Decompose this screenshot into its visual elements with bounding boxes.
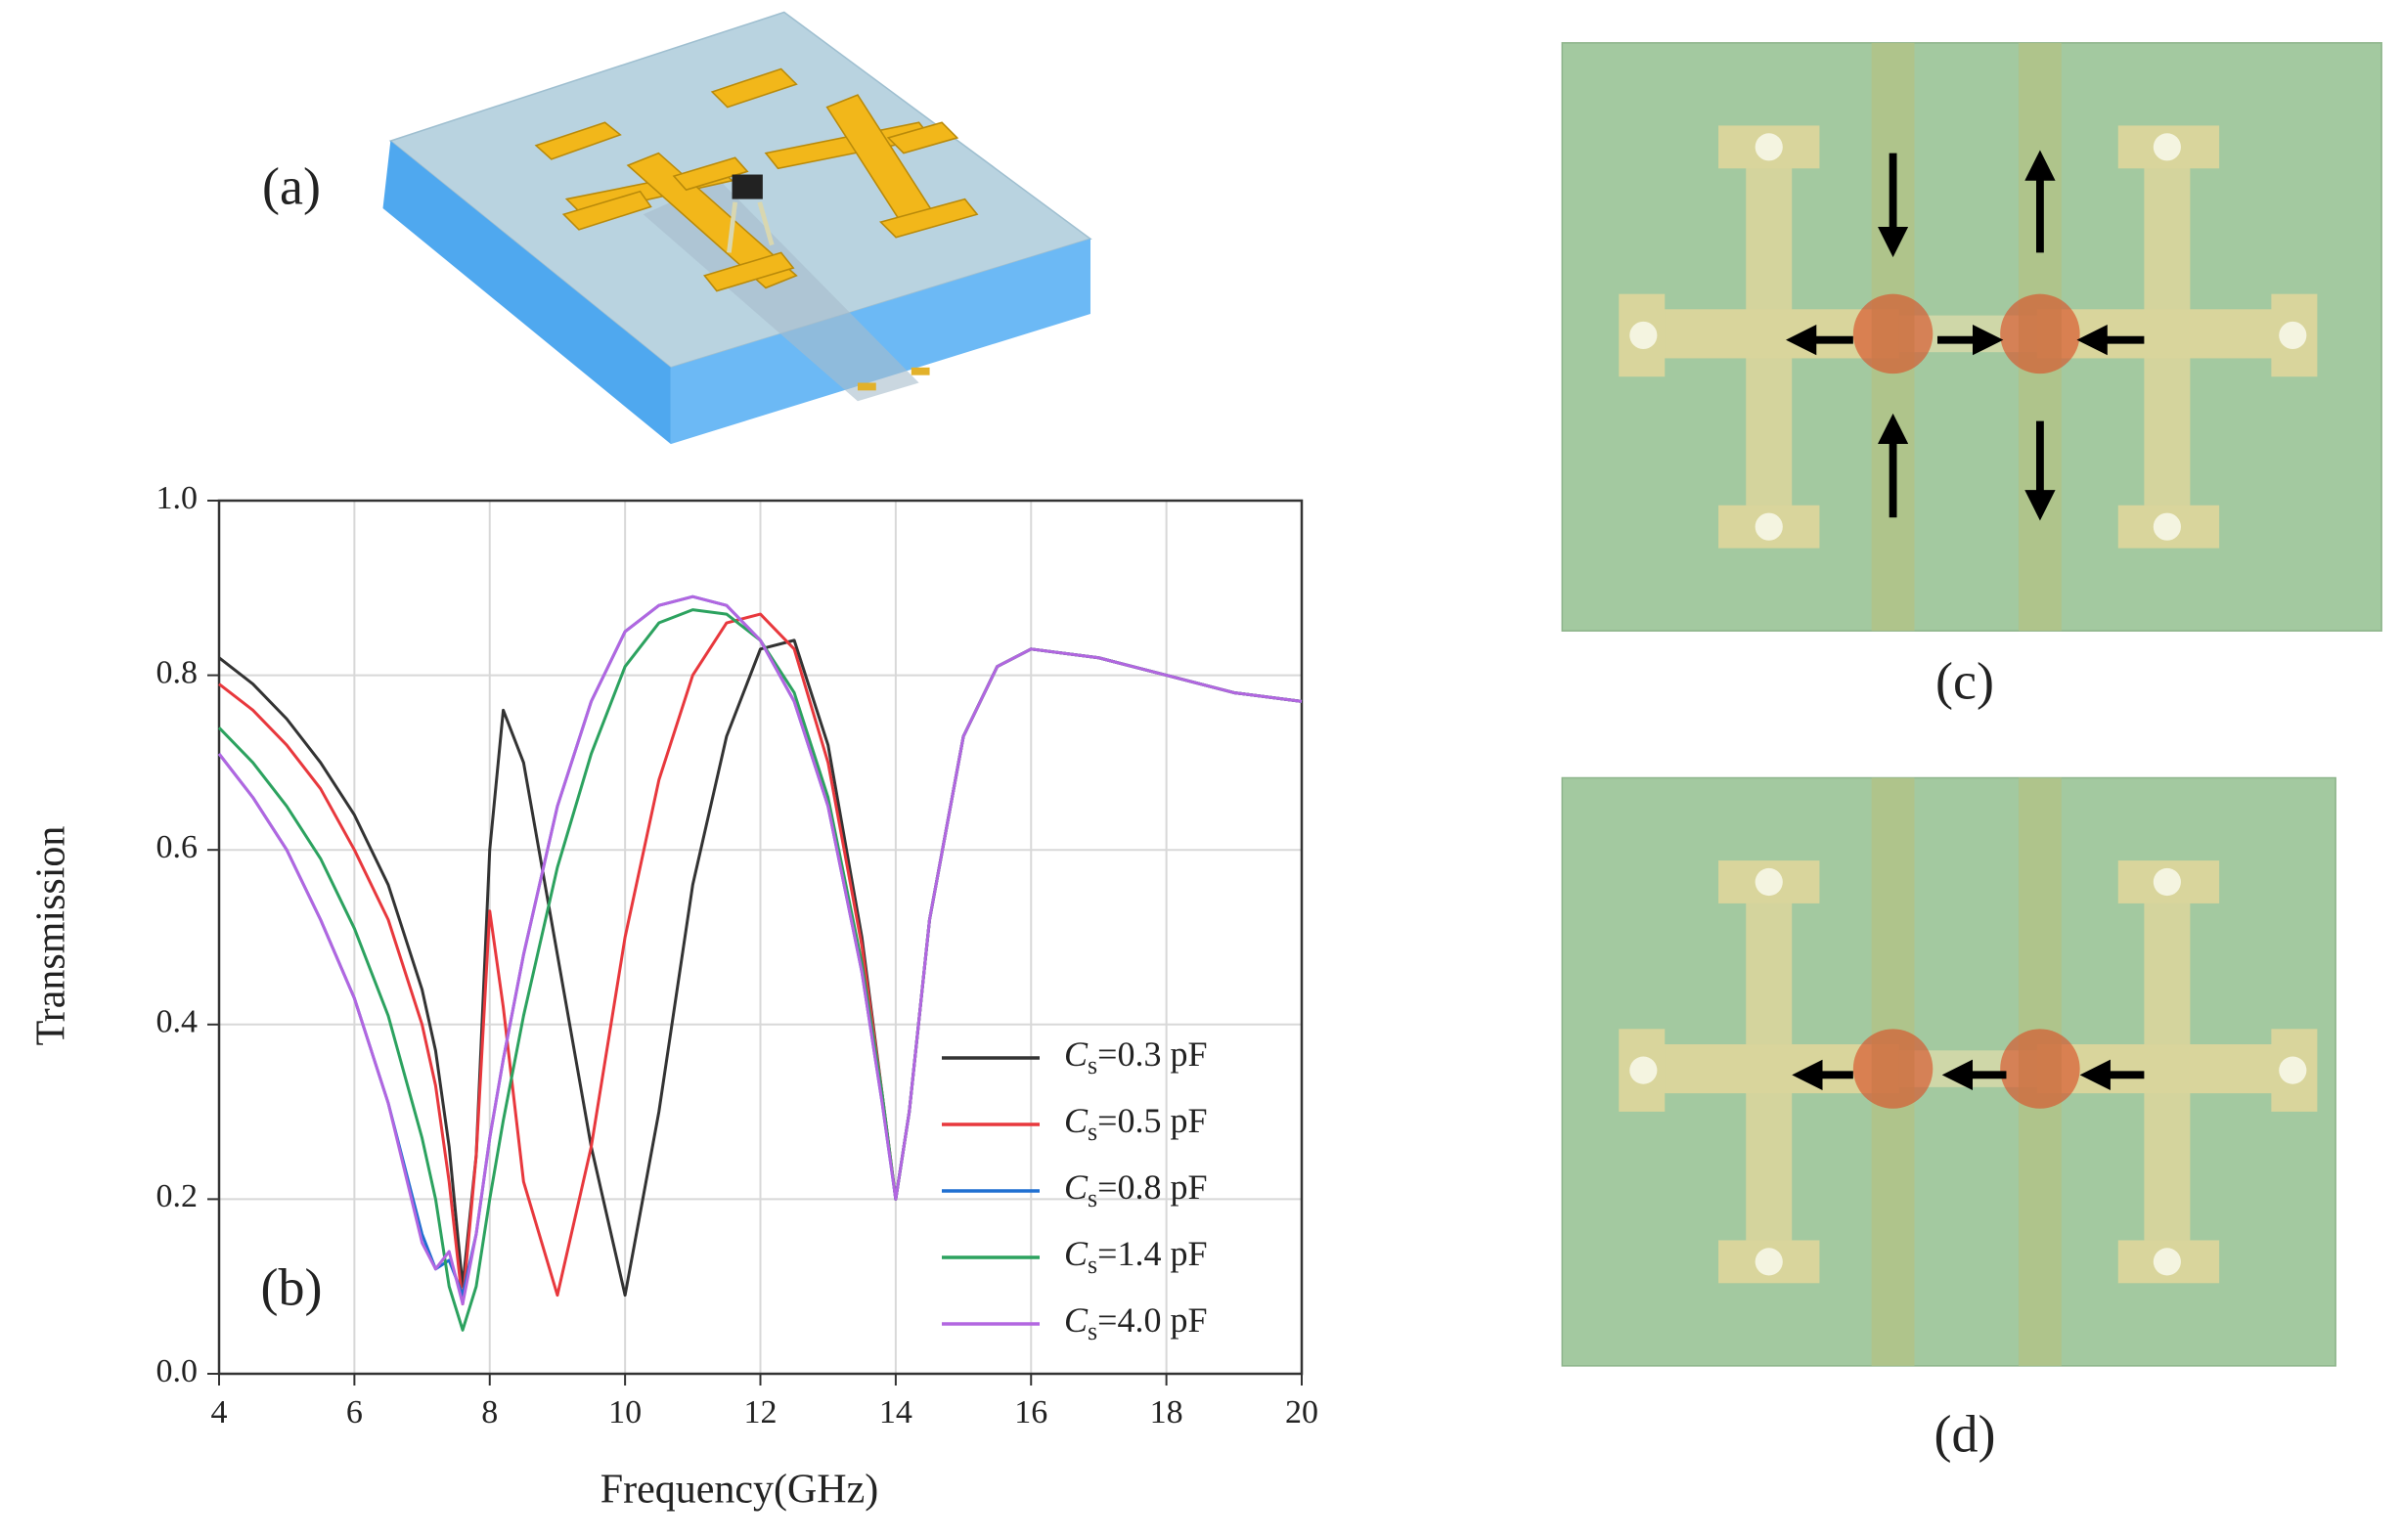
y-tick-label: 0.6 [156,829,199,865]
legend-label: Cs=0.3 pF [1064,1034,1207,1079]
x-tick-label: 16 [1014,1394,1047,1430]
y-axis-label: Transmission [29,826,74,1046]
panel-label: (b) [261,1257,323,1316]
field-map-d [1561,776,2336,1367]
field-map-c [1561,42,2382,632]
panel-label: (d) [1934,1404,1996,1463]
device-3d [382,11,1092,445]
x-tick-label: 10 [608,1394,642,1430]
y-tick-label: 0.4 [156,1004,199,1040]
legend-label: Cs=0.8 pF [1064,1167,1207,1212]
y-tick-label: 0.2 [156,1178,199,1214]
x-tick-label: 6 [346,1394,363,1430]
panel-label: (a) [262,156,321,215]
x-tick-label: 12 [744,1394,778,1430]
x-tick-label: 20 [1285,1394,1318,1430]
x-tick-label: 4 [211,1394,228,1430]
series-line [217,594,1303,1306]
x-tick-label: 14 [879,1394,912,1430]
panel-label: (c) [1935,651,1994,710]
x-axis-label: Frequency(GHz) [600,1468,879,1513]
legend-label: Cs=0.5 pF [1064,1101,1207,1146]
x-tick-label: 18 [1150,1394,1183,1430]
plot-frame [217,499,1304,1376]
y-tick-label: 0.0 [156,1353,199,1389]
x-tick-label: 8 [481,1394,498,1430]
legend-label: Cs=4.0 pF [1064,1300,1207,1345]
legend-label: Cs=1.4 pF [1064,1234,1207,1279]
y-tick-label: 1.0 [156,480,199,516]
y-tick-label: 0.8 [156,654,199,690]
